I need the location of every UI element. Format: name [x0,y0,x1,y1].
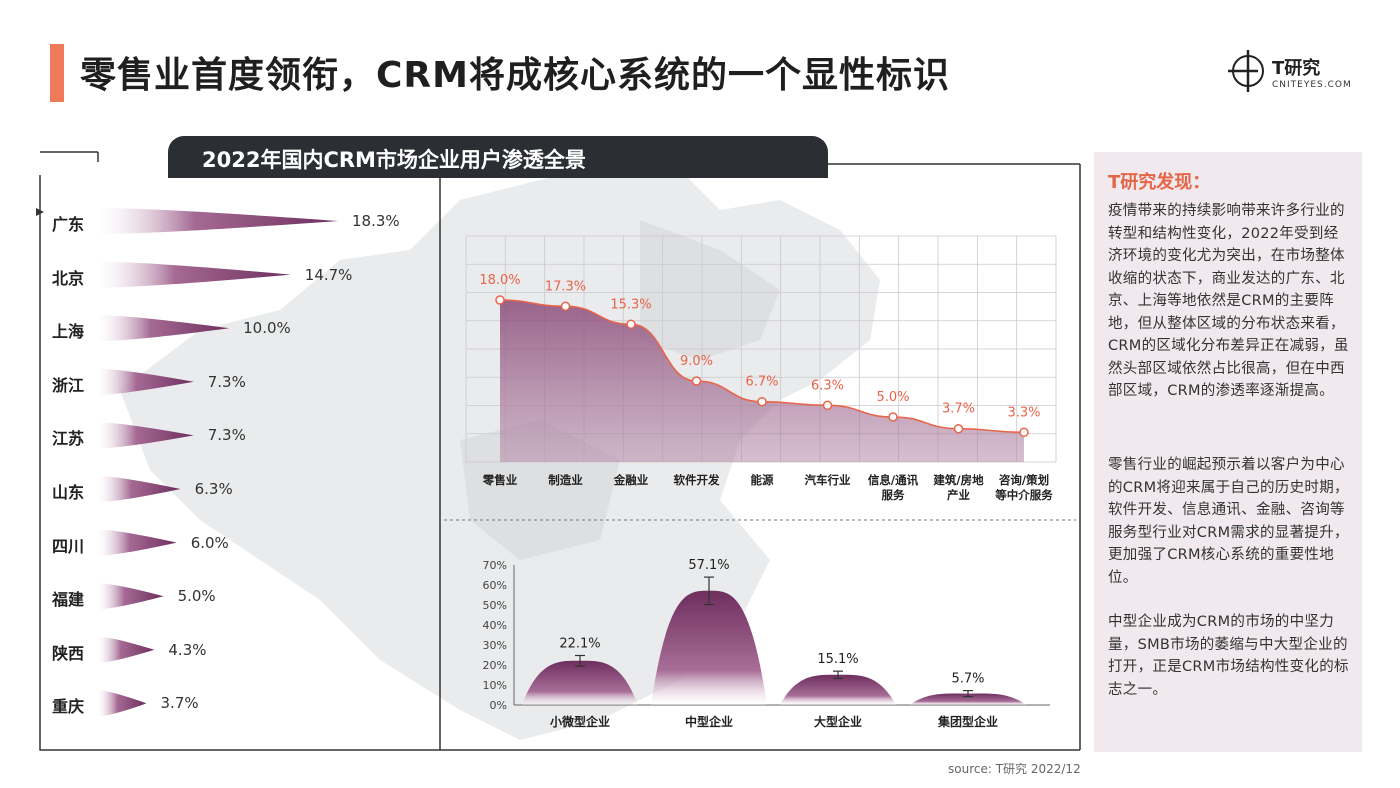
industry-point [757,396,767,407]
province-value-label: 10.0% [243,319,291,337]
province-value-label: 6.3% [194,480,233,498]
source-note: source: T研究 2022/12 [948,762,1081,776]
industry-category-label: 咨询/策划 [999,473,1049,487]
industry-point [626,319,636,330]
province-bar [98,583,164,610]
industry-point [1019,427,1029,438]
y-tick-label: 20% [483,659,507,672]
company-size-category-label: 大型企业 [814,714,862,729]
province-value-label: 4.3% [168,641,207,659]
industry-line [499,299,1025,434]
province-bar [98,529,177,556]
industry-category-label: 制造业 [548,473,583,487]
province-bar [98,261,291,288]
industry-value-label: 18.0% [479,273,520,288]
industry-value-label: 15.3% [610,297,651,312]
company-size-category-label: 集团型企业 [937,714,998,729]
industry-category-label: 金融业 [613,473,649,487]
province-value-label: 14.7% [304,266,353,284]
y-tick-label: 40% [483,619,507,632]
province-label: 北京 [52,269,85,288]
industry-point [691,376,702,386]
province-value-label: 6.0% [190,534,229,552]
industry-point [560,301,571,312]
title-accent-bar [50,44,64,102]
province-bar [98,422,194,449]
industry-category-label: 信息/通讯 [868,473,919,487]
logo-url: CNITEYES.COM [1272,80,1352,90]
province-label: 广东 [52,215,85,234]
industry-category-label: 建筑/房地 [933,473,984,487]
industry-point [495,295,505,305]
industry-value-label: 6.7% [745,375,778,390]
charts-canvas: 18.0% 零售业 17.3% 制造业 15.3% 金融业 9.0% 软件开发 6.7% 能源 6.… [98,208,1057,729]
industry-category-label: 软件开发 [674,473,720,487]
province-label: 重庆 [52,697,85,716]
company-size-bar [910,693,1026,705]
industry-point [888,412,898,422]
brand-logo: T研究 CNITEYES.COM [1228,50,1358,100]
findings-title: T研究发现： [1108,172,1211,193]
province-value-label: 3.7% [160,694,199,712]
company-size-value-label: 5.7% [951,672,984,687]
province-label: 上海 [52,322,85,341]
page-title: 零售业首度领衔，CRM将成核心系统的一个显性标识 [80,55,950,96]
findings-paragraph: 零售行业的崛起预示着以客户为中心的CRM将迎来属于自己的历史时期，软件开发、信息… [1108,457,1349,586]
industry-category-label: 等中介服务 [994,488,1053,502]
company-size-category-label: 中型企业 [685,714,733,729]
industry-point [822,400,833,411]
logo-name: T研究 [1272,58,1321,79]
province-label: 浙江 [52,376,85,395]
panel-title: 2022年国内CRM市场企业用户渗透全景 [202,148,586,172]
industry-value-label: 3.7% [942,402,975,417]
province-value-label: 7.3% [207,373,246,391]
industry-category-label: 汽车行业 [805,473,851,487]
province-label: 四川 [52,537,85,556]
logo-crosshair-icon [1228,50,1264,92]
industry-category-label: 零售业 [482,473,518,487]
industry-value-label: 9.0% [680,354,713,369]
province-label: 陕西 [52,644,85,663]
industry-value-label: 17.3% [545,279,586,294]
province-bar [98,315,230,342]
company-size-bar [780,674,896,705]
province-label: 福建 [52,590,85,609]
y-tick-label: 60% [483,579,507,592]
province-bar [98,476,181,502]
industry-category-label: 服务 [882,488,905,502]
industry-category-label: 能源 [751,473,774,487]
province-bar [98,690,147,717]
y-tick-label: 30% [483,639,507,652]
panel-title-tab: 2022年国内CRM市场企业用户渗透全景 [168,136,828,178]
company-size-value-label: 57.1% [688,558,729,573]
province-bar [98,208,338,234]
company-size-value-label: 15.1% [817,652,858,667]
industry-point [953,423,964,434]
company-size-bar [522,660,638,705]
industry-value-label: 6.3% [811,378,844,393]
province-label: 江苏 [52,429,85,448]
industry-category-label: 产业 [947,488,970,502]
y-tick-label: 50% [483,599,507,612]
company-size-value-label: 22.1% [559,636,600,651]
province-bar [98,636,155,663]
y-tick-label: 0% [490,699,507,712]
company-size-bar [651,590,767,705]
industry-value-label: 3.3% [1007,405,1040,420]
y-tick-label: 10% [483,679,507,692]
findings-panel: T研究发现： 疫情带来的持续影响带来许多行业的转型和结构性变化，2022年受到经… [1094,152,1362,752]
province-label: 山东 [52,483,85,502]
industry-value-label: 5.0% [876,390,909,405]
company-size-category-label: 小微型企业 [550,714,610,729]
province-value-label: 5.0% [177,587,216,605]
province-value-label: 7.3% [207,426,246,444]
province-value-label: 18.3% [352,212,400,230]
y-tick-label: 70% [483,559,507,572]
findings-paragraph: 疫情带来的持续影响带来许多行业的转型和结构性变化，2022年受到经济环境的变化尤… [1108,203,1349,399]
findings-paragraph: 中型企业成为CRM的市场的中坚力量，SMB市场的萎缩与中大型企业的打开，正是CR… [1108,614,1349,698]
province-bar [98,368,194,395]
